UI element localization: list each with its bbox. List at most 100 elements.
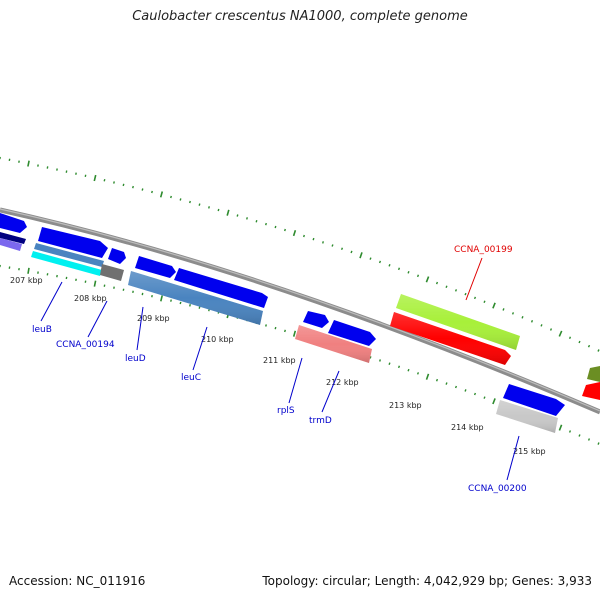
gc-mark <box>456 289 457 291</box>
gc-mark <box>437 379 438 381</box>
gc-mark <box>503 308 504 310</box>
gc-mark <box>294 331 296 337</box>
gc-mark <box>294 230 296 236</box>
gc-mark <box>180 198 181 200</box>
scale-label: 207 kbp <box>10 276 43 285</box>
forward-strand-genes <box>0 213 565 416</box>
gc-mark <box>493 303 495 309</box>
gc-mark <box>380 359 381 361</box>
scale-label: 208 kbp <box>74 294 107 303</box>
gc-mark <box>446 383 447 385</box>
gc-mark <box>190 304 191 306</box>
gc-mark <box>589 439 590 441</box>
feature-red-edge[interactable] <box>582 382 600 400</box>
gc-mark <box>389 363 390 365</box>
gc-mark <box>418 372 419 374</box>
gc-mark <box>342 248 343 250</box>
scale-label: 214 kbp <box>451 423 484 432</box>
gc-mark <box>437 282 438 284</box>
gc-mark <box>237 215 238 217</box>
gc-mark <box>190 201 191 203</box>
gc-mark <box>426 277 428 283</box>
bar-shading <box>128 271 558 433</box>
gc-mark <box>484 301 485 303</box>
gc-mark <box>142 189 143 191</box>
scale-label: 210 kbp <box>201 335 234 344</box>
gc-mark <box>161 192 163 198</box>
gene-label-CCNA_00200[interactable]: CCNA_00200 <box>468 484 527 494</box>
gc-mark <box>370 258 371 260</box>
leader-CCNA_00194 <box>88 301 107 337</box>
gc-mark <box>579 341 580 343</box>
gc-mark <box>522 316 523 318</box>
gene-label-leuC[interactable]: leuC <box>181 373 201 383</box>
gc-mark <box>313 238 314 240</box>
gc-mark <box>275 226 276 228</box>
gc-mark <box>532 320 533 322</box>
gene-label-rplS[interactable]: rplS <box>277 406 295 416</box>
leader-CCNA_00199 <box>466 258 482 300</box>
gc-mark <box>493 398 495 404</box>
gc-mark <box>351 251 352 253</box>
gc-mark <box>389 264 390 266</box>
gc-mark <box>161 296 162 302</box>
gc-mark <box>559 425 561 431</box>
gene-label-leuD[interactable]: leuD <box>125 354 146 364</box>
gc-mark <box>589 345 590 347</box>
accession-text: Accession: NC_011916 <box>9 574 145 588</box>
scale-label: 212 kbp <box>326 378 359 387</box>
gene-label-CCNA_00199[interactable]: CCNA_00199 <box>454 245 513 255</box>
gc-mark <box>399 268 400 270</box>
gc-mark <box>285 330 286 332</box>
gc-mark <box>408 271 409 273</box>
gc-mark <box>465 293 466 295</box>
gc-mark <box>256 220 257 222</box>
gc-mark <box>360 252 362 258</box>
gc-mark <box>332 245 333 247</box>
leader-leuB <box>41 282 62 321</box>
gc-mark <box>598 350 599 352</box>
gc-mark <box>551 329 552 331</box>
gc-mark <box>598 443 599 445</box>
gc-mark <box>199 307 200 309</box>
gc-mark <box>475 297 476 299</box>
gc-mark <box>465 389 466 391</box>
gene-label-trmD[interactable]: trmD <box>309 416 332 426</box>
gc-mark <box>323 241 324 243</box>
gc-mark <box>579 435 580 437</box>
gc-mark <box>266 324 267 326</box>
gene-label-CCNA_00194[interactable]: CCNA_00194 <box>56 340 115 350</box>
gc-mark <box>152 191 153 193</box>
gc-mark <box>266 223 267 225</box>
gc-mark <box>180 302 181 304</box>
gc-mark <box>541 324 542 326</box>
feature-gray-CCNA_00194[interactable] <box>100 264 124 281</box>
gc-mark <box>304 235 305 237</box>
gc-mark <box>171 196 172 198</box>
map-title: Caulobacter crescentus NA1000, complete … <box>0 9 600 24</box>
feature-olive-edge[interactable] <box>587 366 600 382</box>
gc-mark <box>399 366 400 368</box>
gc-mark <box>484 397 485 399</box>
gc-mark <box>227 210 229 216</box>
gc-mark <box>285 229 286 231</box>
gc-mark <box>133 186 134 188</box>
gc-mark <box>218 209 219 211</box>
leader-CCNA_00200 <box>507 436 519 480</box>
gc-mark <box>28 161 29 167</box>
gc-mark <box>427 374 429 380</box>
gc-mark <box>570 337 571 339</box>
scale-labels: 207 kbp 208 kbp 209 kbp 210 kbp 211 kbp … <box>10 276 546 456</box>
gene-arrow-CCNA_00194-cds[interactable] <box>108 248 126 264</box>
gc-mark <box>380 261 381 263</box>
gc-mark <box>209 206 210 208</box>
gc-mark <box>123 184 124 186</box>
gc-mark <box>513 312 514 314</box>
gc-mark <box>570 431 571 433</box>
gc-mark <box>94 281 95 287</box>
gene-arrow-rplS-cds[interactable] <box>303 311 329 328</box>
gc-mark <box>199 204 200 206</box>
gene-label-leuB[interactable]: leuB <box>32 325 52 335</box>
